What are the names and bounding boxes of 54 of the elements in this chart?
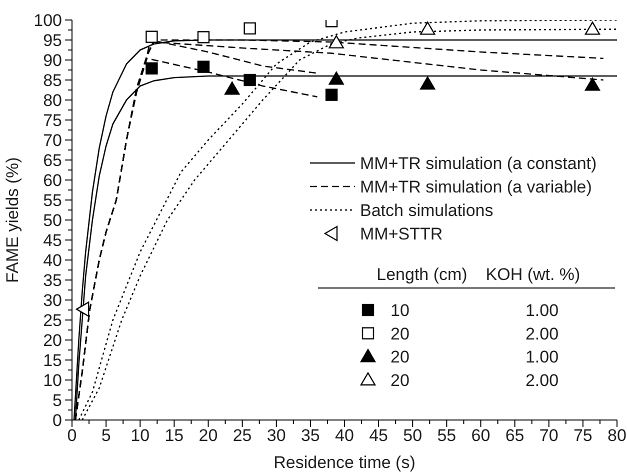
- annotation: 1.00: [525, 301, 559, 320]
- legend-label: Batch simulations: [360, 201, 494, 220]
- x-tick-label: 65: [505, 426, 524, 445]
- y-tick-label: 85: [43, 71, 62, 90]
- y-tick-label: 70: [43, 131, 62, 150]
- y-tick-label: 10: [43, 371, 62, 390]
- y-tick-label: 90: [43, 51, 62, 70]
- y-tick-label: 5: [52, 391, 62, 410]
- y-tick-label: 20: [43, 331, 62, 350]
- legend-label: 20: [390, 348, 410, 367]
- x-tick-label: 5: [101, 426, 111, 445]
- y-tick-label: 60: [43, 171, 62, 190]
- x-axis-title: Residence time (s): [274, 453, 416, 472]
- x-tick-label: 80: [608, 426, 626, 445]
- legend-label: 20: [390, 370, 410, 390]
- y-tick-label: 100: [34, 11, 62, 30]
- x-tick-label: 70: [539, 426, 558, 445]
- x-tick-label: 10: [130, 426, 150, 445]
- x-tick-label: 50: [403, 426, 422, 445]
- y-tick-label: 95: [43, 31, 62, 50]
- x-tick-label: 75: [573, 426, 592, 445]
- y-tick-label: 65: [43, 151, 62, 170]
- legend-label: 10: [390, 301, 410, 320]
- y-tick-label: 30: [43, 291, 62, 310]
- legend-label: MM+STTR: [360, 224, 443, 244]
- y-tick-label: 40: [43, 251, 62, 270]
- x-tick-label: 45: [369, 426, 388, 445]
- x-tick-label: 35: [300, 426, 320, 445]
- x-tick-label: 60: [471, 426, 490, 445]
- x-tick-label: 40: [335, 426, 354, 445]
- y-axis-title: FAME yields (%): [3, 157, 22, 283]
- legend-label: MM+TR simulation (a variable): [360, 178, 592, 196]
- y-tick-label: 45: [43, 231, 62, 250]
- legend-label: 20: [390, 324, 410, 344]
- annotation: Length (cm): [376, 265, 468, 284]
- x-tick-label: 25: [232, 426, 252, 445]
- x-tick-label: 0: [67, 426, 77, 445]
- annotation: KOH (wt. %): [486, 265, 580, 284]
- y-tick-label: 25: [43, 311, 62, 330]
- x-tick-label: 55: [437, 426, 456, 445]
- y-tick-label: 35: [43, 271, 62, 290]
- y-tick-label: 80: [43, 91, 62, 110]
- annotation: 2.00: [525, 324, 559, 344]
- y-tick-label: 0: [52, 411, 62, 430]
- legend-label: MM+TR simulation (a constant): [360, 154, 597, 173]
- y-tick-label: 75: [43, 111, 62, 130]
- y-tick-label: 50: [43, 211, 62, 230]
- annotation: 2.00: [525, 370, 559, 390]
- y-tick-label: 55: [43, 191, 62, 210]
- y-tick-label: 15: [43, 351, 62, 370]
- x-tick-label: 30: [266, 426, 286, 445]
- x-tick-label: 15: [164, 426, 184, 445]
- x-tick-label: 20: [198, 426, 218, 445]
- annotation: 1.00: [525, 348, 559, 367]
